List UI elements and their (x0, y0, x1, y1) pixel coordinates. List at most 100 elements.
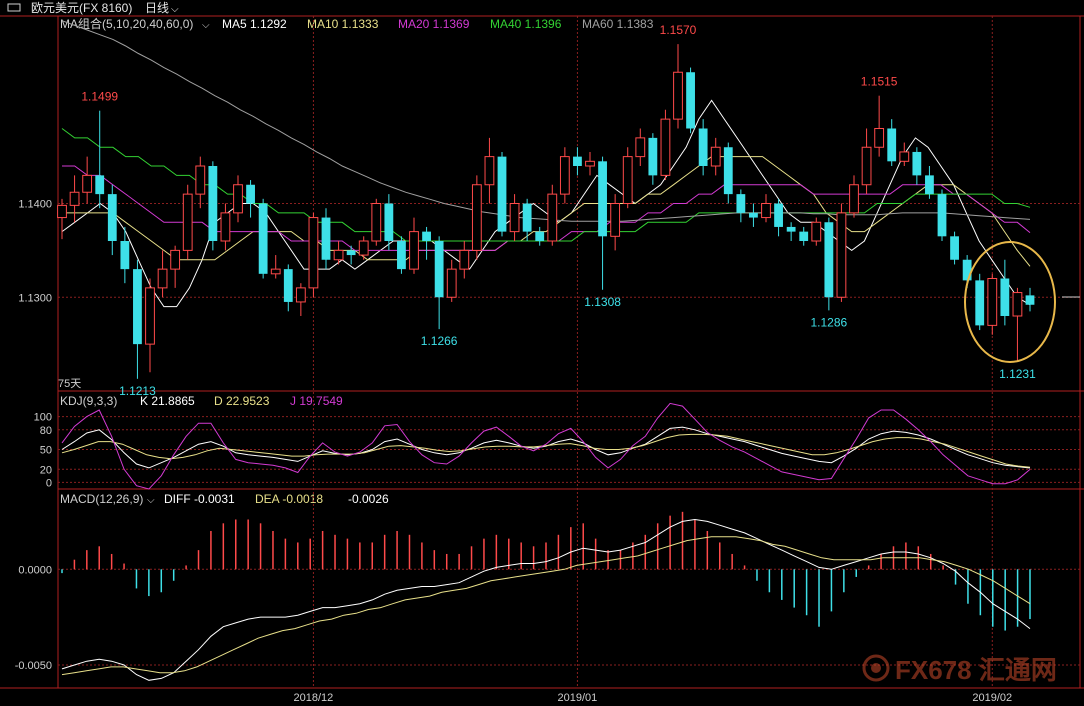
candle-body-down (648, 137, 658, 176)
candle-body-down (749, 212, 758, 218)
candle-body-down (246, 184, 255, 204)
price-annotation: 1.1308 (584, 295, 621, 309)
kdj-legend: KDJ(9,3,3) K 21.8865 D 22.9523 J 19.7549 (60, 394, 343, 408)
ma-legend-item: MA10 1.1333 (307, 17, 379, 31)
period-selector[interactable]: 日线 (145, 1, 169, 15)
candle-body-down (598, 161, 607, 237)
candle-body-up (270, 268, 281, 275)
candle-body-up (874, 128, 885, 148)
price-tick-label: 1.1400 (18, 199, 52, 211)
macd-histogram (61, 511, 1031, 631)
watermark-text: FX678 汇通网 (895, 655, 1057, 685)
candle-body-up (660, 118, 671, 176)
candle-body-up (1012, 292, 1023, 317)
candle-body-down (258, 203, 268, 274)
moving-average-lines (61, 20, 1031, 308)
candle-body-down (786, 226, 796, 232)
candle-body-up (585, 160, 595, 167)
candle-body-up (446, 268, 457, 298)
candle-body-down (397, 241, 406, 270)
candle-body-down (774, 203, 783, 227)
candle-body-up (861, 146, 872, 186)
candle-body-up (333, 249, 344, 261)
chevron-down-icon: ⌵ (147, 495, 155, 506)
candle-body-up (170, 249, 181, 270)
candle-body-up (157, 268, 168, 289)
ma-legend-item: MA5 1.1292 (222, 17, 287, 31)
ma-legend: MA组合(5,10,20,40,60,0) MA5 1.1292 MA10 1.13… (60, 16, 654, 31)
candle-body-up (622, 156, 633, 204)
candle-body-up (233, 184, 243, 214)
candle-body-up (295, 287, 306, 303)
price-annotations: 1.1499 1.1213 1.1266 1.1308 1.1570 1.1286 1.15… (81, 23, 1036, 398)
candle-body-down (887, 128, 897, 162)
price-annotation: 1.1266 (421, 334, 458, 348)
candle-body-down (422, 231, 431, 241)
kdj-d-line (61, 433, 1031, 468)
candle-body-up (673, 71, 683, 120)
candle-body-up (220, 212, 231, 242)
watermark-logo-inner-icon (871, 663, 881, 673)
x-axis-labels: 2018/12 2019/01 2019/02 (294, 692, 1013, 704)
candle-body-up (82, 174, 93, 193)
candle-body-down (535, 231, 545, 241)
candle-body-down (120, 241, 130, 270)
kdj-legend-item: D 22.9523 (214, 394, 270, 408)
price-annotation: 1.1570 (660, 23, 697, 37)
chevron-down-icon[interactable]: ⌵ (171, 4, 179, 15)
kdj-tick-label: 20 (40, 464, 52, 476)
price-annotation: 1.1213 (119, 384, 156, 398)
candle-body-down (321, 217, 331, 260)
candle-body-down (912, 151, 922, 176)
candle-body-up (761, 203, 771, 219)
candle-body-down (723, 147, 733, 195)
macd-legend-item: -0.0026 (348, 492, 389, 506)
price-annotation: 1.1231 (999, 367, 1036, 381)
chart-frame (0, 15, 1084, 689)
macd-legend-item: DIFF -0.0031 (164, 492, 235, 506)
candle-body-down (975, 280, 985, 326)
window-icon[interactable] (7, 3, 21, 12)
macd-diff-line (61, 518, 1031, 681)
ma60-line (61, 20, 1031, 222)
candle-body-up (899, 151, 910, 162)
macd-tick-label: 0.0000 (18, 564, 52, 576)
candle-body-up (610, 203, 621, 237)
candle-body-up (145, 287, 155, 345)
kdj-tick-label: 0 (46, 477, 52, 489)
macd-dea-line (61, 536, 1031, 676)
ma40-line (61, 128, 1031, 242)
x-tick-label: 2019/02 (972, 692, 1012, 704)
candle-body-up (559, 156, 570, 195)
ma10-line (62, 156, 1031, 267)
candle-body-down (573, 156, 582, 166)
x-tick-label: 2019/01 (558, 692, 598, 704)
chart-header: 欧元美元(FX 8160) 日线 ⌵ (7, 1, 179, 15)
kdj-tick-label: 100 (34, 412, 52, 424)
candle-body-down (384, 203, 394, 241)
candle-body-down (698, 128, 708, 166)
candle-body-down (824, 222, 834, 298)
candle-body-up (836, 212, 847, 298)
candle-body-up (371, 203, 382, 242)
candle-body-up (547, 193, 558, 242)
candle-body-up (69, 191, 80, 206)
candle-body-down (283, 269, 293, 302)
candle-body-up (635, 137, 646, 158)
candle-body-up (484, 156, 495, 186)
candle-body-up (308, 217, 319, 289)
candle-body-up (710, 146, 721, 167)
candle-body-down (950, 236, 959, 260)
candle-body-up (849, 184, 859, 214)
candle-body-down (497, 156, 507, 232)
candle-body-down (1000, 278, 1010, 316)
candle-body-up (471, 184, 482, 251)
candle-body-up (509, 203, 520, 233)
ma-legend-item: MA组合(5,10,20,40,60,0) (60, 16, 193, 31)
ma-legend-item: MA60 1.1383 (582, 17, 654, 31)
x-tick-label: 2018/12 (294, 692, 334, 704)
candle-body-down (962, 259, 972, 281)
candle-body-up (195, 165, 206, 195)
